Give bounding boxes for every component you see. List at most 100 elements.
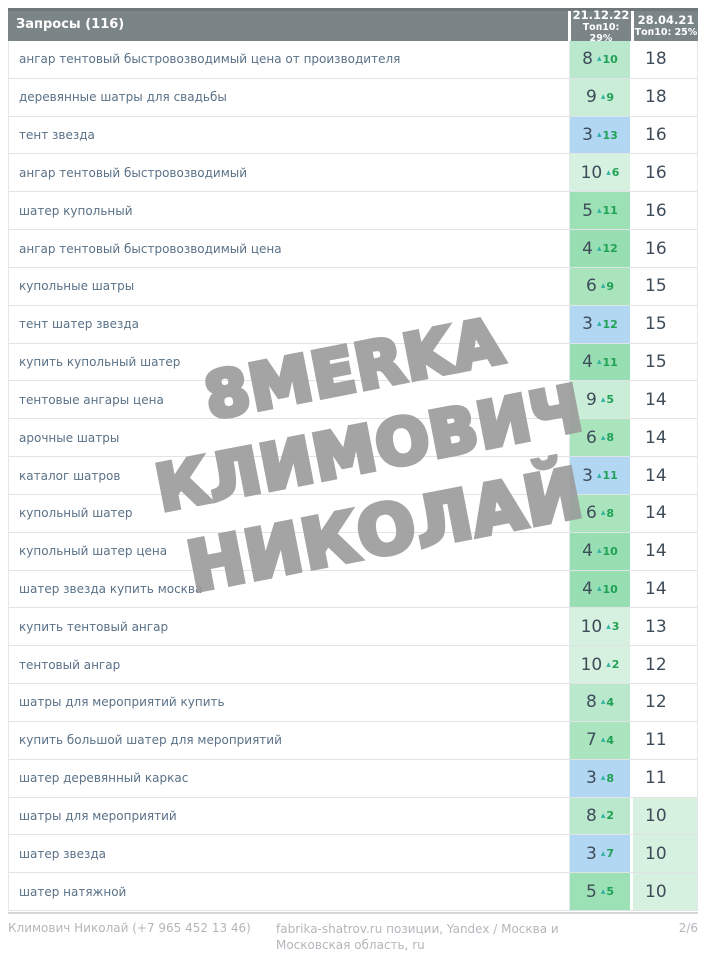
position-cell-previous: 15 <box>633 305 697 343</box>
table-row: купольный шатер цена 4 ▴ 10 14 <box>9 532 697 571</box>
query-text: шатер купольный <box>9 192 570 230</box>
position-cell-current: 3 ▴ 12 <box>570 305 630 343</box>
column-top10: Топ10: 25% <box>634 27 698 38</box>
up-arrow-icon: ▴ <box>600 848 606 859</box>
position-delta: 11 <box>602 355 618 369</box>
position-value: 6 <box>585 427 597 448</box>
position-cell-current: 10 ▴ 2 <box>570 646 630 684</box>
position-cell-current: 4 ▴ 11 <box>570 343 630 381</box>
position-cell-current: 6 ▴ 8 <box>570 419 630 457</box>
position-value: 7 <box>585 730 597 751</box>
column-top10: Топ10: 29% <box>582 21 620 44</box>
position-value: 8 <box>582 49 593 70</box>
positions-table: Запросы (116) 21.12.22 Топ10: 29% 28.04.… <box>8 8 698 912</box>
query-text: тентовый ангар <box>9 646 570 684</box>
table-row: тент звезда 3 ▴ 13 16 <box>9 116 697 155</box>
position-cell-current: 3 ▴ 13 <box>570 116 630 154</box>
position-value: 5 <box>582 200 593 221</box>
position-value: 4 <box>582 541 593 562</box>
query-text: купольный шатер цена <box>9 532 570 570</box>
up-arrow-icon: ▴ <box>600 810 606 821</box>
position-cell-previous: 18 <box>633 41 697 78</box>
up-arrow-icon: ▴ <box>596 319 602 330</box>
query-text: ангар тентовый быстровозводимый цена <box>9 230 570 267</box>
column-gap <box>630 230 633 267</box>
position-delta: 3 <box>611 620 620 634</box>
position-value: 10 <box>580 654 603 675</box>
position-cell-previous: 18 <box>633 78 697 116</box>
query-text: шатры для мероприятий <box>9 797 570 835</box>
column-gap <box>630 873 633 911</box>
position-delta: 12 <box>602 242 618 256</box>
column-gap <box>630 608 633 646</box>
position-value: 5 <box>585 881 597 902</box>
position-cell-previous: 16 <box>633 154 697 192</box>
table-row: шатер звезда 3 ▴ 7 10 <box>9 835 697 874</box>
table-row: купить купольный шатер 4 ▴ 11 15 <box>9 343 697 382</box>
position-cell-current: 8 ▴ 10 <box>570 41 630 78</box>
header-gap <box>631 11 634 41</box>
position-cell-current: 5 ▴ 5 <box>570 873 630 911</box>
position-cell-current: 9 ▴ 9 <box>570 78 630 116</box>
query-text: деревянные шатры для свадьбы <box>9 78 570 116</box>
query-text: шатер звезда купить москва <box>9 570 570 608</box>
position-cell-previous: 11 <box>633 759 697 797</box>
column-gap <box>630 343 633 381</box>
position-cell-previous: 13 <box>633 608 697 646</box>
column-gap <box>630 532 633 570</box>
position-delta: 2 <box>611 658 620 672</box>
position-value: 4 <box>582 352 593 373</box>
position-delta: 4 <box>606 733 614 747</box>
position-cell-previous: 14 <box>633 419 697 457</box>
column-gap <box>630 646 633 684</box>
up-arrow-icon: ▴ <box>596 130 602 141</box>
position-delta: 2 <box>606 809 614 823</box>
column-gap <box>630 797 633 835</box>
table-row: деревянные шатры для свадьбы 9 ▴ 9 18 <box>9 78 697 117</box>
position-delta: 13 <box>602 128 618 142</box>
column-gap <box>630 570 633 608</box>
footer-project-info: fabrika-shatrov.ru позиции, Yandex / Мос… <box>276 922 559 953</box>
query-text: ангар тентовый быстровозводимый <box>9 154 570 192</box>
up-arrow-icon: ▴ <box>606 621 611 632</box>
position-delta: 10 <box>602 582 618 596</box>
query-text: шатер натяжной <box>9 873 570 911</box>
position-value: 6 <box>585 503 597 524</box>
column-gap <box>630 381 633 419</box>
position-value: 9 <box>585 389 597 410</box>
position-cell-previous: 14 <box>633 381 697 419</box>
position-delta: 7 <box>606 847 614 861</box>
position-value: 3 <box>582 314 593 335</box>
position-cell-current: 10 ▴ 3 <box>570 608 630 646</box>
up-arrow-icon: ▴ <box>600 697 606 708</box>
position-cell-current: 7 ▴ 4 <box>570 721 630 759</box>
position-cell-previous: 10 <box>633 873 697 911</box>
position-delta: 9 <box>606 90 614 104</box>
position-delta: 8 <box>606 771 614 785</box>
date-column-header-previous: 28.04.21 Топ10: 25% <box>634 11 698 41</box>
position-cell-current: 10 ▴ 6 <box>570 154 630 192</box>
column-gap <box>630 41 633 78</box>
query-text: каталог шатров <box>9 457 570 494</box>
position-cell-previous: 10 <box>633 835 697 873</box>
position-delta: 6 <box>611 166 620 180</box>
column-gap <box>630 154 633 192</box>
position-cell-current: 8 ▴ 2 <box>570 797 630 835</box>
query-text: арочные шатры <box>9 419 570 457</box>
query-text: купольные шатры <box>9 267 570 305</box>
query-text: тент шатер звезда <box>9 305 570 343</box>
column-gap <box>630 116 633 154</box>
position-cell-current: 4 ▴ 12 <box>570 230 630 267</box>
table-row: ангар тентовый быстровозводимый цена 4 ▴ 12… <box>9 230 697 268</box>
up-arrow-icon: ▴ <box>596 205 602 216</box>
position-cell-current: 4 ▴ 10 <box>570 532 630 570</box>
position-delta: 10 <box>602 544 618 558</box>
column-gap <box>630 759 633 797</box>
position-value: 10 <box>580 616 603 637</box>
position-value: 9 <box>585 87 597 108</box>
footer-page-number: 2/6 <box>678 921 698 935</box>
position-cell-previous: 16 <box>633 230 697 267</box>
position-value: 8 <box>585 692 597 713</box>
up-arrow-icon: ▴ <box>606 167 611 178</box>
table-row: шатры для мероприятий купить 8 ▴ 4 12 <box>9 684 697 722</box>
